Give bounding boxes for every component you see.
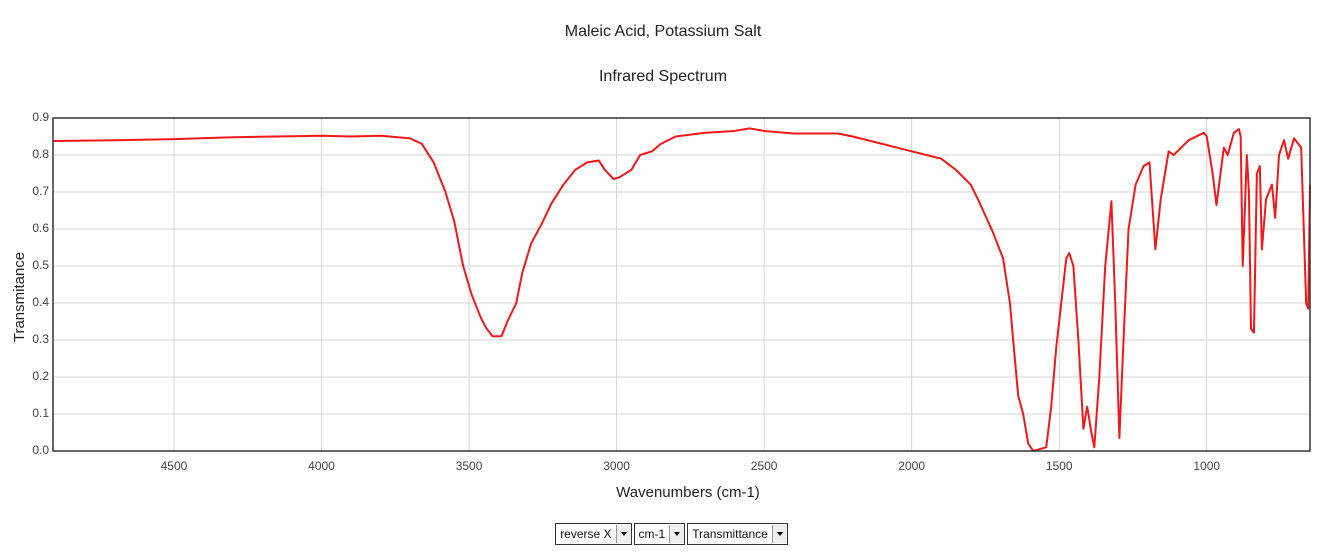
x-tick-label: 1500: [1046, 459, 1073, 473]
chart-title: Maleic Acid, Potassium Salt: [565, 23, 762, 40]
x-tick-label: 2500: [751, 459, 778, 473]
x-axis-label: Wavenumbers (cm-1): [616, 484, 760, 501]
x-tick-label: 4500: [161, 459, 188, 473]
select-arrow: [669, 525, 685, 543]
plot-frame: [52, 117, 1311, 452]
y-tick-label: 0.6: [32, 221, 49, 235]
y-tick-label: 0.5: [32, 258, 49, 272]
x-tick-label: 3500: [456, 459, 483, 473]
chart: Maleic Acid, Potassium Salt Infrared Spe…: [11, 23, 1311, 501]
y-tick-label: 0.7: [32, 184, 49, 198]
y-tick-label: 0.2: [32, 369, 49, 383]
y-tick-label: 0.8: [32, 147, 49, 161]
x-tick-label: 1000: [1193, 459, 1220, 473]
chart-subtitle: Infrared Spectrum: [599, 68, 727, 85]
x-tick-label: 2000: [898, 459, 925, 473]
y-tick-label: 0.0: [32, 443, 49, 457]
reverse-select[interactable]: reverse X: [555, 523, 632, 545]
select-arrow: [615, 525, 631, 543]
select-text: Transmittance: [692, 527, 768, 541]
controls: reverse X cm-1 Transmittance: [0, 523, 1343, 545]
unit-select[interactable]: cm-1: [633, 523, 686, 545]
select-text: cm-1: [638, 527, 666, 541]
select-arrow: [771, 525, 787, 543]
y-tick-label: 0.4: [32, 295, 49, 309]
x-tick-label: 4000: [308, 459, 335, 473]
spectrum-line: [52, 127, 1311, 452]
y-tick-label: 0.9: [32, 110, 49, 124]
y-tick-label: 0.1: [32, 406, 49, 420]
y-axis-label: Transmitance: [11, 252, 28, 342]
y-tick-label: 0.3: [32, 332, 49, 346]
mode-select[interactable]: Transmittance: [687, 523, 788, 545]
x-tick-label: 3000: [603, 459, 630, 473]
select-text: reverse X: [560, 527, 612, 541]
